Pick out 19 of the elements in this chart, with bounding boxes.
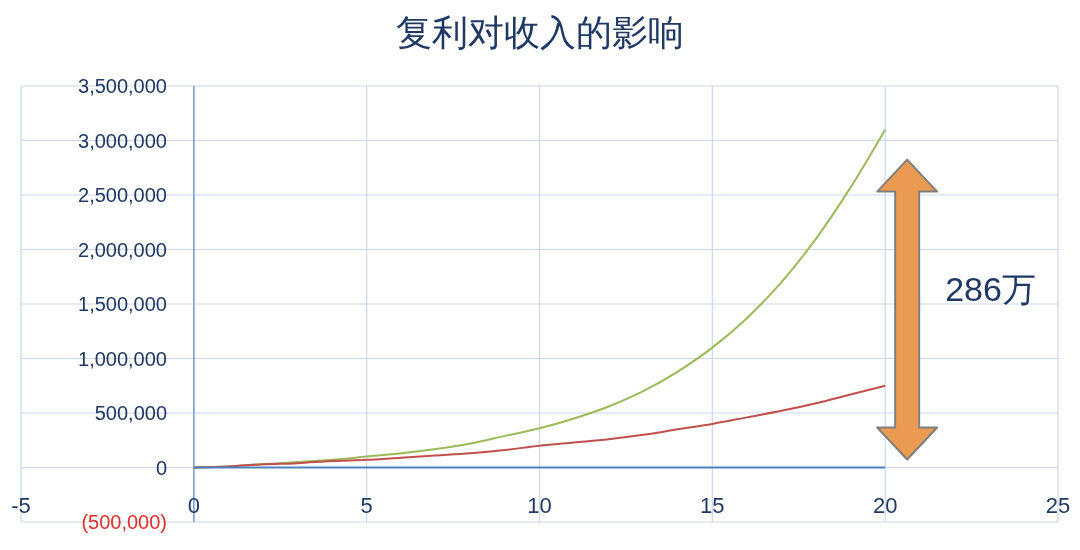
- y-tick-label: 2,500,000: [78, 184, 167, 206]
- y-tick-label: (500,000): [81, 511, 167, 533]
- x-tick-label: 5: [360, 492, 373, 518]
- y-tick-label: 500,000: [94, 402, 167, 424]
- y-tick-label: 1,000,000: [78, 347, 167, 370]
- y-tick-label: 2,000,000: [78, 238, 167, 261]
- chart-title: 复利对收入的影响: [396, 12, 684, 53]
- annotation: 286万: [945, 270, 1036, 309]
- x-tick-label: 0: [187, 492, 200, 518]
- line-series: [192, 384, 887, 469]
- y-tick-label: 3,500,000: [78, 75, 167, 97]
- x-tick-label: 10: [527, 492, 552, 518]
- y-tick-label: 3,000,000: [78, 129, 167, 152]
- x-tick-label: -5: [11, 492, 31, 518]
- x-tick-label: 25: [1045, 492, 1071, 518]
- y-tick-label: 1,500,000: [78, 293, 167, 315]
- x-tick-label: 20: [872, 492, 898, 518]
- x-tick-label: 15: [700, 492, 725, 518]
- y-tick-label: 0: [155, 456, 167, 479]
